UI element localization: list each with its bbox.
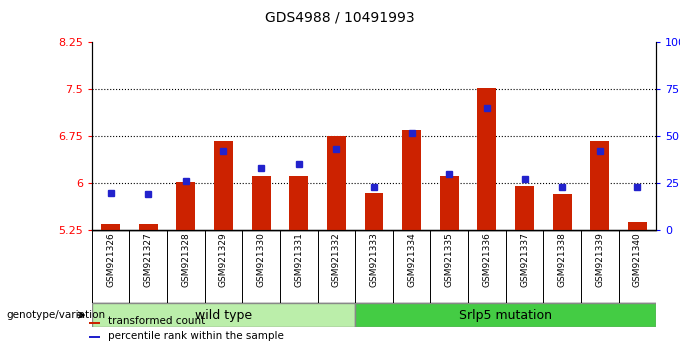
Text: GSM921336: GSM921336 xyxy=(482,232,492,287)
Bar xyxy=(590,141,609,230)
Text: GSM921329: GSM921329 xyxy=(219,232,228,287)
Bar xyxy=(628,222,647,230)
Text: wild type: wild type xyxy=(195,309,252,321)
Bar xyxy=(101,224,120,230)
Bar xyxy=(252,176,271,230)
Text: percentile rank within the sample: percentile rank within the sample xyxy=(108,331,284,341)
Bar xyxy=(355,303,656,327)
Bar xyxy=(477,88,496,230)
Bar xyxy=(176,182,195,230)
Text: GSM921338: GSM921338 xyxy=(558,232,566,287)
Text: GSM921327: GSM921327 xyxy=(143,232,153,287)
Text: GSM921333: GSM921333 xyxy=(369,232,379,287)
Bar xyxy=(289,176,308,230)
Text: GDS4988 / 10491993: GDS4988 / 10491993 xyxy=(265,11,415,25)
Bar xyxy=(515,186,534,230)
Bar xyxy=(139,224,158,230)
Bar xyxy=(364,193,384,230)
Bar xyxy=(214,141,233,230)
Bar xyxy=(553,194,571,230)
Text: GSM921328: GSM921328 xyxy=(182,232,190,287)
Text: GSM921326: GSM921326 xyxy=(106,232,115,287)
Text: genotype/variation: genotype/variation xyxy=(7,310,106,320)
Bar xyxy=(90,336,100,338)
Text: GSM921331: GSM921331 xyxy=(294,232,303,287)
Text: GSM921332: GSM921332 xyxy=(332,232,341,287)
Text: GSM921339: GSM921339 xyxy=(595,232,605,287)
Text: transformed count: transformed count xyxy=(108,316,205,326)
Bar xyxy=(92,303,355,327)
Text: GSM921330: GSM921330 xyxy=(256,232,266,287)
Bar xyxy=(327,136,345,230)
Bar xyxy=(440,176,458,230)
Text: GSM921340: GSM921340 xyxy=(633,232,642,287)
Bar xyxy=(90,322,100,324)
Bar xyxy=(402,130,421,230)
Text: GSM921334: GSM921334 xyxy=(407,232,416,287)
Text: Srlp5 mutation: Srlp5 mutation xyxy=(459,309,552,321)
Text: GSM921337: GSM921337 xyxy=(520,232,529,287)
Text: GSM921335: GSM921335 xyxy=(445,232,454,287)
